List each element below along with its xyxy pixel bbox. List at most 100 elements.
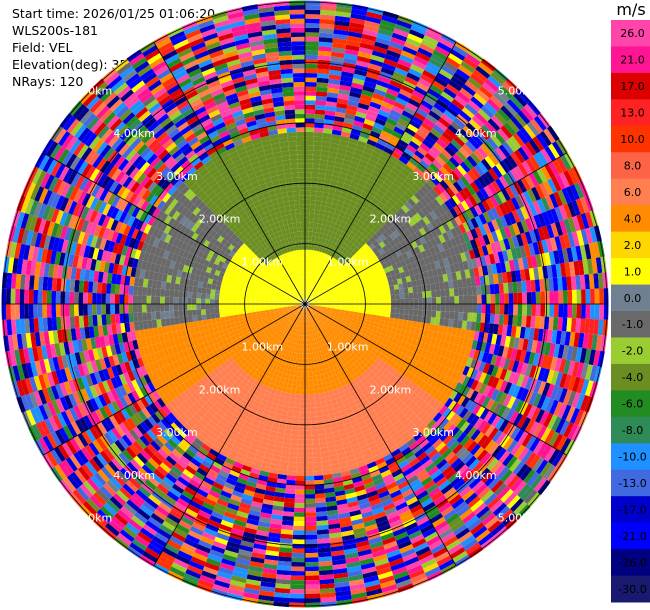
- ppi-gate: [353, 120, 364, 128]
- ppi-gate: [446, 326, 453, 336]
- ppi-gate: [366, 385, 374, 392]
- ppi-gate: [337, 401, 344, 408]
- ppi-gate: [469, 358, 478, 369]
- ppi-gate: [311, 425, 319, 431]
- ppi-gate: [308, 339, 312, 345]
- ppi-gate: [230, 494, 242, 503]
- ppi-gate: [339, 349, 345, 356]
- ppi-gate: [445, 387, 455, 398]
- ppi-gate: [309, 218, 314, 223]
- ppi-gate: [494, 355, 502, 367]
- ppi-gate: [509, 410, 519, 424]
- ppi-gate: [495, 367, 504, 379]
- ppi-gate: [376, 138, 388, 147]
- ppi-gate: [449, 426, 460, 438]
- ppi-gate: [359, 355, 366, 362]
- ppi-gate: [561, 317, 568, 332]
- ppi-gate: [275, 436, 284, 443]
- ppi-gate: [352, 447, 362, 455]
- ppi-gate: [235, 395, 244, 403]
- ppi-gate: [354, 280, 360, 285]
- ppi-gate: [585, 211, 594, 228]
- ppi-gate: [446, 490, 459, 502]
- ppi-gate: [449, 264, 456, 273]
- ppi-gate: [251, 373, 259, 380]
- ppi-gate: [409, 94, 423, 104]
- ppi-gate: [327, 307, 332, 310]
- ppi-gate: [328, 450, 337, 457]
- ppi-gate: [500, 261, 507, 273]
- ppi-gate: [402, 467, 414, 477]
- ppi-gate: [569, 184, 580, 201]
- ppi-gate: [364, 279, 370, 285]
- ppi-gate: [212, 460, 223, 470]
- ppi-gate: [405, 102, 419, 112]
- ppi-gate: [455, 192, 465, 203]
- scan-info: Start time: 2026/01/25 01:06:20 WLS200s-…: [12, 5, 215, 90]
- ppi-gate: [524, 141, 537, 156]
- ppi-gate: [387, 45, 403, 55]
- ppi-gate: [354, 377, 361, 384]
- ppi-gate: [309, 302, 314, 304]
- ppi-gate: [333, 243, 339, 250]
- ppi-gate: [299, 403, 305, 409]
- ppi-gate: [306, 308, 310, 313]
- ppi-gate: [275, 390, 282, 396]
- ppi-gate: [505, 408, 515, 422]
- ppi-gate: [307, 286, 309, 291]
- ppi-gate: [335, 594, 352, 602]
- ppi-gate: [350, 250, 357, 256]
- ppi-gate: [246, 452, 256, 460]
- ppi-gate: [175, 523, 190, 535]
- ppi-gate: [330, 203, 338, 210]
- ppi-gate: [335, 273, 341, 279]
- ppi-gate: [392, 527, 407, 537]
- ppi-gate: [494, 205, 504, 218]
- ppi-gate: [322, 234, 328, 240]
- ppi-gate: [300, 326, 303, 331]
- ppi-gate: [365, 16, 382, 24]
- ppi-gate: [309, 272, 312, 278]
- ppi-gate: [401, 348, 409, 356]
- ppi-gate: [542, 265, 549, 279]
- ppi-gate: [303, 331, 305, 336]
- ppi-gate: [294, 315, 298, 320]
- ppi-gate: [447, 454, 459, 466]
- ppi-gate: [313, 304, 319, 307]
- ppi-gate: [313, 384, 319, 390]
- ppi-gate: [356, 140, 367, 148]
- ppi-gate: [546, 329, 553, 343]
- ppi-gate: [370, 414, 379, 422]
- ppi-gate: [320, 283, 325, 288]
- ppi-gate: [487, 476, 501, 490]
- ppi-gate: [333, 407, 340, 414]
- ppi-gate: [305, 149, 314, 155]
- ppi-gate: [486, 496, 501, 510]
- ppi-gate: [310, 204, 316, 210]
- ppi-gate: [310, 407, 317, 413]
- ppi-gate: [320, 447, 329, 453]
- ppi-gate: [315, 279, 319, 285]
- ppi-gate: [456, 178, 467, 190]
- ppi-gate: [363, 519, 377, 528]
- ppi-gate: [369, 469, 381, 478]
- ppi-gate: [300, 344, 303, 350]
- ppi-gate: [476, 304, 482, 314]
- ppi-gate: [469, 415, 480, 427]
- ppi-gate: [155, 505, 170, 517]
- ppi-gate: [257, 366, 264, 373]
- ppi-gate: [454, 304, 460, 313]
- ppi-gate: [359, 368, 366, 375]
- ppi-gate: [515, 326, 522, 338]
- ppi-gate: [319, 19, 335, 25]
- ppi-gate: [571, 304, 577, 319]
- ppi-gate: [320, 451, 330, 458]
- ppi-gate: [321, 345, 326, 351]
- ppi-gate: [305, 195, 311, 200]
- ppi-gate: [272, 364, 278, 371]
- ppi-gate: [401, 488, 414, 498]
- ppi-gate: [465, 240, 473, 251]
- ppi-gate: [356, 249, 363, 256]
- ppi-gate: [369, 59, 384, 67]
- ppi-gate: [348, 505, 361, 513]
